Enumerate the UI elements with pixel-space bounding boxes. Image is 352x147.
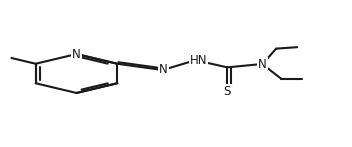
Text: N: N bbox=[159, 63, 168, 76]
Text: HN: HN bbox=[190, 54, 207, 67]
Text: N: N bbox=[72, 47, 81, 61]
Text: N: N bbox=[258, 58, 266, 71]
Text: S: S bbox=[224, 85, 231, 98]
